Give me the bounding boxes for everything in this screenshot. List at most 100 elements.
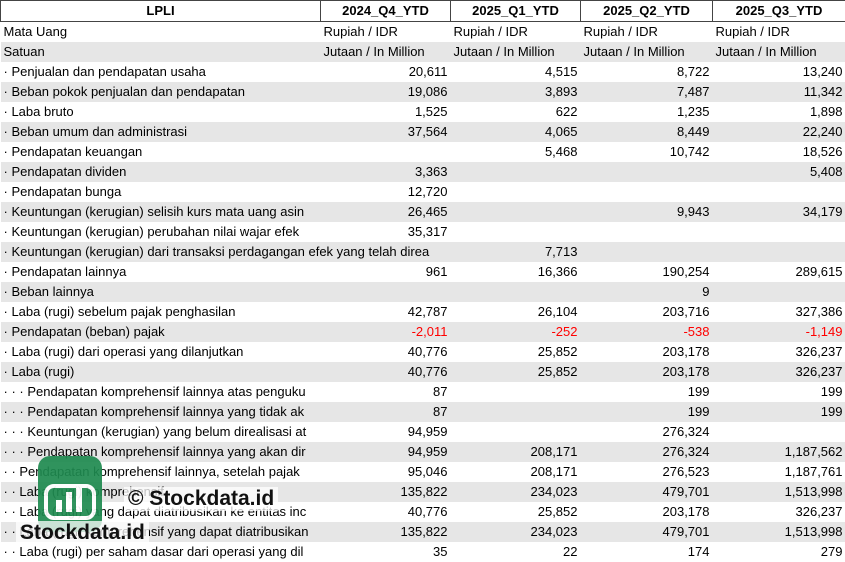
table-row: · Keuntungan (kerugian) dari transaksi p…	[1, 242, 845, 262]
table-row: · · · Pendapatan komprehensif lainnya ya…	[1, 442, 845, 462]
cell: 3,363	[321, 162, 451, 182]
cell: 7,487	[581, 82, 713, 102]
cell: 1,525	[321, 102, 451, 122]
row-label: Mata Uang	[1, 22, 321, 43]
cell	[581, 162, 713, 182]
cell	[581, 242, 713, 262]
cell	[321, 142, 451, 162]
row-label: · Pendapatan bunga	[1, 182, 321, 202]
cell: 1,187,562	[713, 442, 845, 462]
cell	[451, 222, 581, 242]
cell: 190,254	[581, 262, 713, 282]
cell: 35	[321, 542, 451, 562]
cell	[321, 282, 451, 302]
cell: 199	[581, 402, 713, 422]
row-label: · Penjualan dan pendapatan usaha	[1, 62, 321, 82]
row-label: · Keuntungan (kerugian) dari transaksi p…	[1, 242, 321, 262]
row-label: · Keuntungan (kerugian) perubahan nilai …	[1, 222, 321, 242]
cell: 34,179	[713, 202, 845, 222]
cell: Jutaan / In Million	[581, 42, 713, 62]
cell: 203,178	[581, 362, 713, 382]
cell: 42,787	[321, 302, 451, 322]
cell: 19,086	[321, 82, 451, 102]
cell: -1,149	[713, 322, 845, 342]
cell: 135,822	[321, 482, 451, 502]
cell: 25,852	[451, 502, 581, 522]
table-row: · Keuntungan (kerugian) selisih kurs mat…	[1, 202, 845, 222]
table-row: · · · Pendapatan komprehensif lainnya at…	[1, 382, 845, 402]
cell: 25,852	[451, 362, 581, 382]
cell: 199	[713, 382, 845, 402]
row-label: · Pendapatan dividen	[1, 162, 321, 182]
cell	[451, 382, 581, 402]
row-label: · Pendapatan (beban) pajak	[1, 322, 321, 342]
cell: 234,023	[451, 522, 581, 542]
cell: Rupiah / IDR	[581, 22, 713, 43]
row-label: · Laba (rugi) dari operasi yang dilanjut…	[1, 342, 321, 362]
cell	[713, 182, 845, 202]
row-label: Satuan	[1, 42, 321, 62]
cell: 208,171	[451, 442, 581, 462]
cell	[713, 422, 845, 442]
cell	[451, 422, 581, 442]
row-label: · Keuntungan (kerugian) selisih kurs mat…	[1, 202, 321, 222]
cell: 208,171	[451, 462, 581, 482]
cell: 9,943	[581, 202, 713, 222]
cell: 276,324	[581, 442, 713, 462]
cell: 1,898	[713, 102, 845, 122]
row-label: · · · Keuntungan (kerugian) yang belum d…	[1, 422, 321, 442]
cell: Jutaan / In Million	[713, 42, 845, 62]
cell: 95,046	[321, 462, 451, 482]
cell	[713, 242, 845, 262]
watermark-text: © Stockdata.id	[124, 487, 278, 511]
row-label: · Pendapatan lainnya	[1, 262, 321, 282]
row-label: · Laba (rugi) sebelum pajak penghasilan	[1, 302, 321, 322]
cell	[451, 402, 581, 422]
table-row: · Keuntungan (kerugian) perubahan nilai …	[1, 222, 845, 242]
cell: -538	[581, 322, 713, 342]
cell: -252	[451, 322, 581, 342]
cell: 203,716	[581, 302, 713, 322]
cell: 94,959	[321, 442, 451, 462]
cell	[451, 182, 581, 202]
cell: 20,611	[321, 62, 451, 82]
cell: 8,449	[581, 122, 713, 142]
cell: 40,776	[321, 362, 451, 382]
cell: 961	[321, 262, 451, 282]
cell: 326,237	[713, 342, 845, 362]
cell: 25,852	[451, 342, 581, 362]
cell: 1,513,998	[713, 482, 845, 502]
cell: 26,465	[321, 202, 451, 222]
cell: 1,235	[581, 102, 713, 122]
cell: Jutaan / In Million	[451, 42, 581, 62]
cell: 13,240	[713, 62, 845, 82]
table-row: · · Pendapatan komprehensif lainnya, set…	[1, 462, 845, 482]
cell: 234,023	[451, 482, 581, 502]
table-row: · Pendapatan (beban) pajak-2,011-252-538…	[1, 322, 845, 342]
cell: 87	[321, 402, 451, 422]
cell: 1,187,761	[713, 462, 845, 482]
row-label: · Pendapatan keuangan	[1, 142, 321, 162]
cell: 3,893	[451, 82, 581, 102]
cell: 94,959	[321, 422, 451, 442]
cell: 326,237	[713, 362, 845, 382]
column-header: 2025_Q1_YTD	[451, 1, 581, 22]
table-row: · · · Pendapatan komprehensif lainnya ya…	[1, 402, 845, 422]
column-header: 2025_Q2_YTD	[581, 1, 713, 22]
cell: 5,408	[713, 162, 845, 182]
cell: 10,742	[581, 142, 713, 162]
